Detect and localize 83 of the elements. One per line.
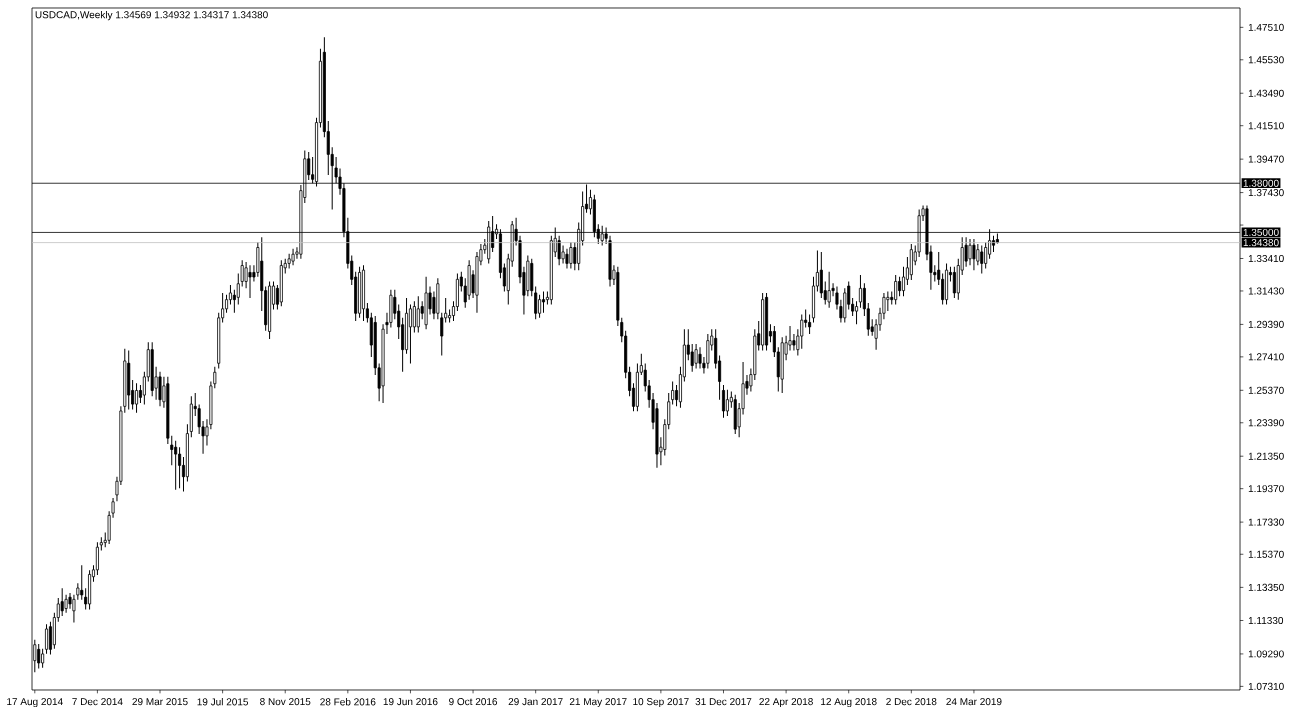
candlestick <box>671 381 675 406</box>
y-tick-label: 1.23390 <box>1248 419 1284 427</box>
candlestick <box>569 241 573 269</box>
y-tick-label: 1.17330 <box>1248 518 1284 526</box>
x-tick-label: 19 Jul 2015 <box>197 698 249 706</box>
candlestick <box>37 643 41 670</box>
candlestick <box>412 300 416 333</box>
candlestick <box>135 382 139 414</box>
candlestick <box>408 304 412 365</box>
y-tick-label: 1.11330 <box>1248 616 1284 625</box>
y-tick-label: 1.25370 <box>1248 386 1284 394</box>
x-tick-label: 29 Jan 2017 <box>508 698 563 706</box>
x-tick-label: 29 Mar 2015 <box>132 698 188 706</box>
candlestick <box>416 295 420 333</box>
candlestick <box>225 294 229 314</box>
candlestick <box>792 333 796 351</box>
candlestick <box>248 264 252 299</box>
x-tick-label: 12 Aug 2018 <box>821 698 877 708</box>
candlestick <box>158 371 162 407</box>
y-tick-label: 1.39470 <box>1248 155 1284 163</box>
candlestick <box>819 251 823 299</box>
x-tick-label: 28 Feb 2016 <box>320 698 376 706</box>
x-tick-label: 8 Nov 2015 <box>260 698 311 706</box>
x-tick-label: 22 Apr 2018 <box>759 698 813 708</box>
candlestick <box>984 241 988 269</box>
candlestick <box>178 446 182 489</box>
candlestick <box>706 333 710 369</box>
candlestick <box>808 313 812 335</box>
candlestick <box>901 266 906 297</box>
chart-title: USDCAD,Weekly 1.34569 1.34932 1.34317 1.34380 <box>35 10 268 21</box>
y-tick-label: 1.37430 <box>1248 189 1284 197</box>
x-tick-label: 24 Mar 2019 <box>946 698 1002 706</box>
candlestick <box>941 272 945 306</box>
candlestick <box>291 248 295 266</box>
candlestick <box>855 300 859 325</box>
candlestick <box>95 541 99 576</box>
candlestick <box>725 389 729 417</box>
candlestick <box>698 346 702 369</box>
candlestick <box>45 623 49 655</box>
candlestick <box>800 313 804 350</box>
x-tick-label: 10 Sep 2017 <box>633 698 689 708</box>
candlestick <box>972 238 976 271</box>
candlestick <box>858 274 862 309</box>
candlestick <box>41 648 45 669</box>
y-tick-label: 1.47510 <box>1248 23 1284 31</box>
y-tick-label: 1.07310 <box>1248 682 1284 690</box>
x-tick-label: 19 Jun 2016 <box>383 698 438 706</box>
ref-line-label: 1.35000 <box>1243 228 1279 236</box>
ref-line-label: 1.38000 <box>1243 179 1279 187</box>
x-tick-label: 7 Dec 2014 <box>72 698 123 706</box>
x-tick-label: 21 May 2017 <box>569 698 627 708</box>
y-tick-label: 1.21350 <box>1248 452 1284 460</box>
y-tick-label: 1.27410 <box>1248 353 1284 361</box>
y-tick-label: 1.41510 <box>1248 122 1284 130</box>
candlestick <box>694 343 698 369</box>
candlestick <box>886 290 890 312</box>
x-tick-label: 2 Dec 2018 <box>886 698 937 706</box>
y-tick-label: 1.19370 <box>1248 485 1284 493</box>
candlestick <box>565 248 569 269</box>
y-tick-label: 1.29390 <box>1248 320 1284 328</box>
candlestick <box>898 276 902 297</box>
y-tick-label: 1.43490 <box>1248 89 1284 97</box>
x-tick-label: 9 Oct 2016 <box>449 698 498 706</box>
y-tick-label: 1.33410 <box>1248 254 1284 263</box>
candlestick <box>827 271 831 309</box>
y-tick-label: 1.45530 <box>1248 56 1284 64</box>
y-tick-label: 1.31430 <box>1248 287 1284 295</box>
candlestick <box>721 384 726 419</box>
candlestick <box>952 266 956 299</box>
candlestick <box>228 284 232 306</box>
y-tick-label: 1.15370 <box>1248 550 1284 558</box>
y-tick-label: 1.09290 <box>1248 650 1284 658</box>
candlestick <box>968 238 972 266</box>
candlestick <box>538 294 542 319</box>
candlestick <box>48 621 52 656</box>
x-tick-label: 17 Aug 2014 <box>7 698 63 708</box>
ref-line-label: 1.34380 <box>1243 239 1279 247</box>
candlestick <box>287 253 291 269</box>
candlestick <box>894 274 898 306</box>
candlestick <box>174 440 178 491</box>
y-tick-label: 1.13350 <box>1248 583 1284 591</box>
candlestick <box>980 245 984 274</box>
x-tick-label: 31 Dec 2017 <box>695 698 752 706</box>
